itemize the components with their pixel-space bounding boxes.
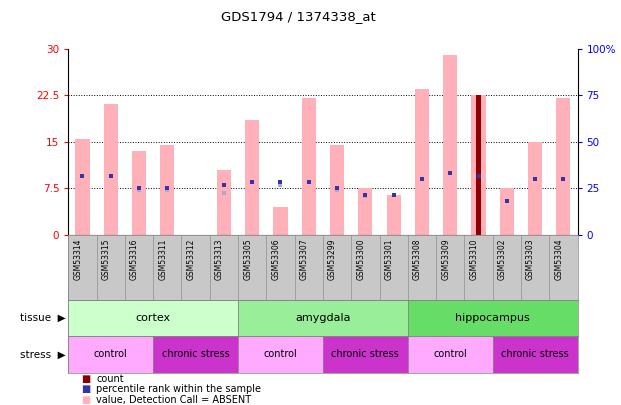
Bar	[408, 300, 578, 336]
Bar	[408, 336, 492, 373]
Text: GSM53308: GSM53308	[413, 238, 422, 279]
Bar	[528, 142, 542, 235]
Bar	[68, 336, 153, 373]
Text: GSM53303: GSM53303	[526, 238, 535, 280]
Text: GSM53300: GSM53300	[356, 238, 365, 280]
Text: GSM53299: GSM53299	[328, 238, 337, 279]
Bar	[104, 104, 118, 235]
Bar	[160, 145, 175, 235]
Text: GSM53309: GSM53309	[442, 238, 450, 280]
Text: GSM53306: GSM53306	[271, 238, 281, 280]
Bar	[358, 188, 373, 235]
Text: GSM53307: GSM53307	[300, 238, 309, 280]
Text: hippocampus: hippocampus	[455, 313, 530, 323]
Text: stress  ▶: stress ▶	[20, 350, 65, 359]
Bar	[476, 95, 481, 235]
Text: ■: ■	[81, 384, 90, 394]
Text: chronic stress: chronic stress	[501, 350, 569, 359]
Bar	[471, 95, 486, 235]
Text: GSM53311: GSM53311	[158, 238, 167, 279]
Bar	[238, 336, 323, 373]
Bar	[132, 151, 146, 235]
Text: chronic stress: chronic stress	[332, 350, 399, 359]
Bar	[68, 300, 238, 336]
Text: control: control	[433, 350, 467, 359]
Text: control: control	[94, 350, 128, 359]
Text: GSM53301: GSM53301	[384, 238, 394, 279]
Text: GSM53304: GSM53304	[555, 238, 563, 280]
Text: amygdala: amygdala	[295, 313, 351, 323]
Bar	[492, 336, 578, 373]
Bar	[302, 98, 316, 235]
Bar	[273, 207, 288, 235]
Text: tissue  ▶: tissue ▶	[20, 313, 65, 323]
Text: GSM53305: GSM53305	[243, 238, 252, 280]
Text: percentile rank within the sample: percentile rank within the sample	[96, 384, 261, 394]
Bar	[386, 194, 401, 235]
Text: ■: ■	[81, 395, 90, 405]
Text: cortex: cortex	[135, 313, 171, 323]
Bar	[500, 188, 514, 235]
Bar	[556, 98, 571, 235]
Text: GSM53312: GSM53312	[187, 238, 196, 279]
Bar	[217, 170, 231, 235]
Text: count: count	[96, 374, 124, 384]
Text: GSM53302: GSM53302	[498, 238, 507, 279]
Text: GDS1794 / 1374338_at: GDS1794 / 1374338_at	[220, 10, 376, 23]
Bar	[238, 300, 408, 336]
Text: GSM53315: GSM53315	[102, 238, 111, 279]
Text: chronic stress: chronic stress	[161, 350, 230, 359]
Bar	[75, 139, 89, 235]
Bar	[323, 336, 408, 373]
Bar	[415, 89, 429, 235]
Text: ■: ■	[81, 374, 90, 384]
Text: GSM53314: GSM53314	[73, 238, 83, 279]
Text: control: control	[263, 350, 297, 359]
Text: value, Detection Call = ABSENT: value, Detection Call = ABSENT	[96, 395, 252, 405]
Text: GSM53313: GSM53313	[215, 238, 224, 279]
Text: GSM53316: GSM53316	[130, 238, 139, 279]
Bar	[330, 145, 344, 235]
Bar	[443, 55, 457, 235]
Bar	[245, 120, 260, 235]
Bar	[153, 336, 238, 373]
Text: GSM53310: GSM53310	[469, 238, 479, 279]
